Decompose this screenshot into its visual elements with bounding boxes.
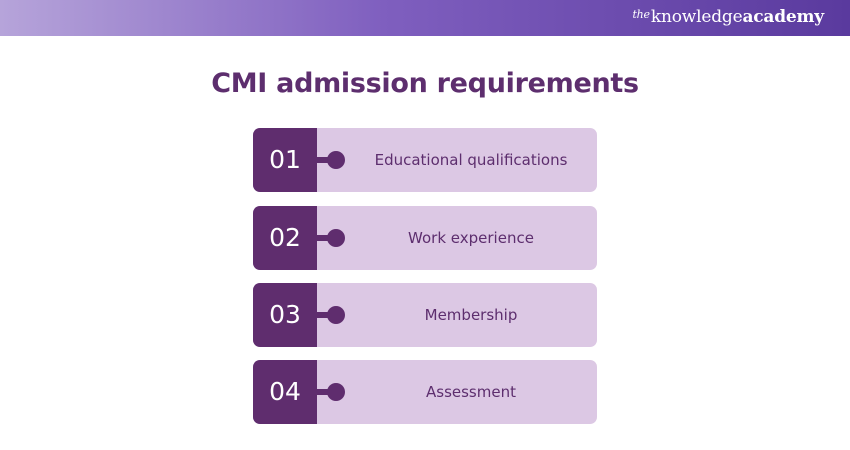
page-title: CMI admission requirements [211, 68, 639, 99]
step-number-block [253, 206, 317, 270]
step-label: Membership [424, 306, 518, 324]
step-label: Assessment [426, 383, 516, 401]
brand-logo: theknowledgeacademy [632, 7, 824, 27]
step-number: 02 [269, 223, 301, 252]
step-item: 01 Educational qualifications [253, 128, 597, 192]
connector-knob [327, 383, 345, 401]
step-item: 02 Work experience [253, 206, 597, 270]
step-number-block [253, 360, 317, 424]
step-item: 04 Assessment [253, 360, 597, 424]
connector-stem [317, 235, 335, 241]
connector-knob [327, 229, 345, 247]
step-number: 03 [269, 300, 301, 329]
step-number-block [253, 283, 317, 347]
connector-stem [317, 389, 335, 395]
connector-knob [327, 306, 345, 324]
brand-prefix: the [632, 8, 650, 21]
brand-word-knowledge: knowledge [650, 7, 743, 27]
connector-stem [317, 157, 335, 163]
step-number: 01 [269, 145, 301, 174]
step-label: Educational qualifications [374, 151, 568, 169]
connector-stem [317, 312, 335, 318]
connector-knob [327, 151, 345, 169]
step-item: 03 Membership [253, 283, 597, 347]
header-bar: theknowledgeacademy [0, 0, 850, 36]
step-number-block [253, 128, 317, 192]
brand-word-academy: academy [742, 7, 824, 27]
step-number: 04 [269, 377, 301, 406]
step-label: Work experience [408, 229, 534, 247]
